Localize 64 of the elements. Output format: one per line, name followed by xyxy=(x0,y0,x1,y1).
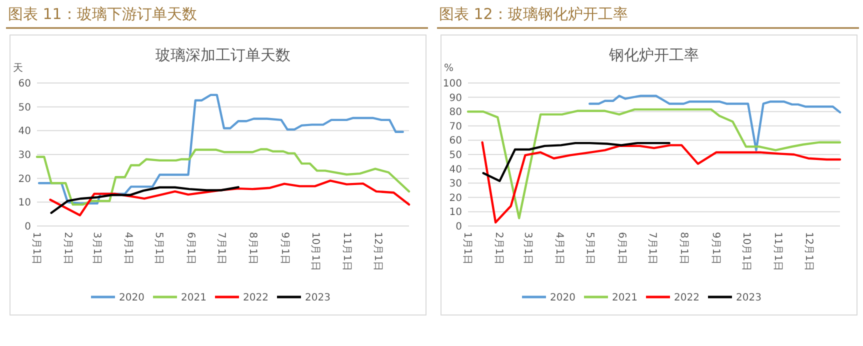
x-tick-label: 9月1日 xyxy=(710,232,721,265)
x-tick-label: 12月1日 xyxy=(372,232,383,272)
y-tick-label: 80 xyxy=(449,107,462,118)
y-tick-label: 100 xyxy=(442,78,462,90)
chart-subtitle: 玻璃深加工订单天数 xyxy=(156,46,290,64)
x-tick-label: 2月1日 xyxy=(62,232,74,265)
x-tick-label: 3月1日 xyxy=(90,232,102,265)
line-series xyxy=(50,186,240,214)
x-tick-label: 11月1日 xyxy=(341,232,352,272)
line-series xyxy=(36,148,410,206)
x-tick-label: 10月1日 xyxy=(740,232,752,272)
x-tick-label: 6月1日 xyxy=(616,232,627,265)
line-series xyxy=(482,142,670,182)
x-tick-label: 3月1日 xyxy=(522,232,533,265)
y-tick-label: 10 xyxy=(449,207,462,218)
x-tick-label: 8月1日 xyxy=(247,232,258,265)
x-tick-label: 7月1日 xyxy=(646,232,658,265)
y-tick-label: 60 xyxy=(18,78,31,90)
y-tick-label: 40 xyxy=(18,126,31,138)
y-tick-label: 30 xyxy=(18,150,31,161)
line-series xyxy=(588,94,842,152)
legend-label: 2021 xyxy=(181,292,206,304)
x-tick-label: 12月1日 xyxy=(802,232,814,272)
chart-title: 图表 12：玻璃钢化炉开工率 xyxy=(439,5,628,23)
y-tick-label: 20 xyxy=(449,192,462,204)
y-tick-label: 10 xyxy=(18,198,31,209)
line-series xyxy=(38,94,404,204)
y-tick-label: 50 xyxy=(449,150,462,161)
x-tick-label: 5月1日 xyxy=(153,232,164,265)
x-tick-label: 4月1日 xyxy=(122,232,134,265)
legend-label: 2022 xyxy=(674,292,700,304)
x-tick-label: 5月1日 xyxy=(584,232,596,265)
legend-label: 2022 xyxy=(243,292,268,304)
y-tick-label: 60 xyxy=(449,136,462,147)
x-tick-label: 2月1日 xyxy=(493,232,504,265)
x-tick-label: 11月1日 xyxy=(772,232,784,272)
y-axis-title: % xyxy=(444,63,454,74)
legend-label: 2021 xyxy=(612,292,638,304)
x-tick-label: 6月1日 xyxy=(184,232,196,265)
x-tick-label: 1月1日 xyxy=(30,232,42,265)
x-tick-label: 4月1日 xyxy=(553,232,564,265)
y-tick-label: 40 xyxy=(449,164,462,176)
line-series xyxy=(466,108,842,220)
y-tick-label: 20 xyxy=(18,174,31,185)
y-tick-label: 70 xyxy=(449,121,462,132)
legend-label: 2023 xyxy=(305,292,330,304)
y-tick-label: 90 xyxy=(449,92,462,104)
y-axis-title: 天 xyxy=(13,63,23,74)
y-tick-label: 30 xyxy=(449,178,462,190)
y-tick-label: 0 xyxy=(456,222,462,232)
legend-label: 2020 xyxy=(550,292,576,304)
x-tick-label: 7月1日 xyxy=(215,232,226,265)
legend-label: 2023 xyxy=(736,292,762,304)
y-tick-label: 0 xyxy=(24,222,31,232)
line-series xyxy=(49,180,410,216)
legend-label: 2020 xyxy=(119,292,144,304)
chart-subtitle: 钢化炉开工率 xyxy=(608,46,699,64)
x-tick-label: 9月1日 xyxy=(278,232,290,265)
x-tick-label: 1月1日 xyxy=(462,232,472,265)
chart-title: 图表 11：玻璃下游订单天数 xyxy=(8,5,197,23)
x-tick-label: 10月1日 xyxy=(310,232,320,272)
x-tick-label: 8月1日 xyxy=(678,232,690,265)
line-series xyxy=(481,141,842,224)
y-tick-label: 50 xyxy=(18,102,31,114)
